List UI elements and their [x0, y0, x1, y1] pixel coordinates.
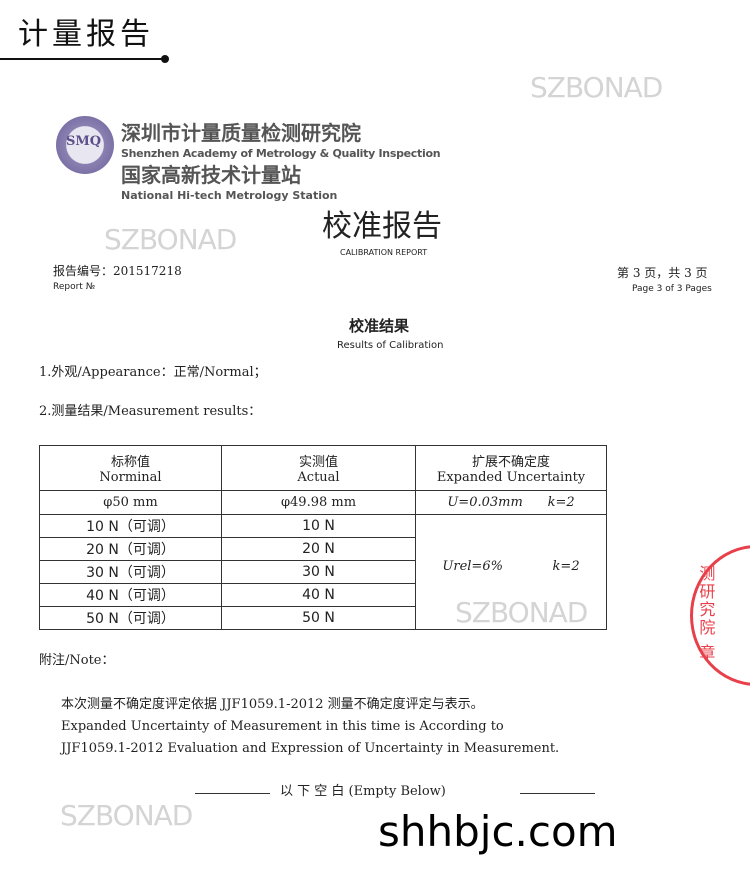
- table-row: 10 N（可调） 10 N Urel=6% k=2: [39, 514, 607, 630]
- appearance-item: 1.外观/Appearance：正常/Normal；: [39, 365, 267, 380]
- results-table: 标称值 Norminal 实测值 Actual 扩展不确定度 Expanded Unc…: [39, 445, 607, 630]
- divider: [195, 793, 270, 794]
- note-line: Expanded Uncertainty of Measurement in t…: [61, 719, 504, 734]
- watermark: SZBONAD: [60, 799, 193, 832]
- table-row: 20 N（可调） 20 N: [39, 537, 607, 561]
- watermark: SZBONAD: [530, 71, 663, 104]
- page-number-cn: 第 3 页，共 3 页: [617, 266, 708, 280]
- banner-underline: [0, 58, 165, 60]
- station-name-en: National Hi-tech Metrology Station: [121, 189, 338, 202]
- table-row: φ50 mm φ49.98 mm U=0.03mm k=2: [39, 490, 607, 515]
- note-line: JJF1059.1-2012 Evaluation and Expression…: [61, 741, 560, 756]
- smq-logo: SMQ: [56, 116, 114, 174]
- table-header-row: 标称值 Norminal 实测值 Actual 扩展不确定度 Expanded Unc…: [39, 445, 607, 491]
- report-title: 校准报告: [322, 209, 442, 244]
- header-uncertainty: 扩展不确定度 Expanded Uncertainty: [415, 445, 607, 491]
- table-row: 50 N（可调） 50 N: [39, 606, 607, 630]
- table-row: 40 N（可调） 40 N: [39, 583, 607, 607]
- watermark: SZBONAD: [104, 223, 237, 256]
- divider: [520, 793, 595, 794]
- section-title: 校准结果: [349, 317, 410, 335]
- report-number-label-en: Report №: [53, 282, 96, 292]
- section-title-en: Results of Calibration: [337, 340, 444, 351]
- site-watermark: shhbjc.com: [378, 807, 618, 856]
- header-actual: 实测值 Actual: [221, 445, 416, 491]
- note-line: 本次测量不确定度评定依据 JJF1059.1-2012 测量不确定度评定与表示。: [61, 697, 484, 712]
- banner-dot: [161, 55, 169, 63]
- force-uncertainty: Urel=6% k=2: [415, 514, 607, 630]
- report-number: 报告编号：201517218: [53, 264, 182, 278]
- report-title-en: CALIBRATION REPORT: [340, 248, 428, 257]
- org-name-cn: 深圳市计量质量检测研究院: [121, 121, 361, 145]
- org-name-en: Shenzhen Academy of Metrology & Quality …: [121, 147, 441, 160]
- measurement-item: 2.测量结果/Measurement results：: [39, 404, 262, 419]
- note-label: 附注/Note：: [39, 653, 115, 668]
- empty-below: 以 下 空 白 (Empty Below): [280, 784, 446, 799]
- header-nominal: 标称值 Norminal: [39, 445, 222, 491]
- banner-title: 计量报告: [18, 17, 154, 52]
- page-number-en: Page 3 of 3 Pages: [632, 284, 712, 294]
- stamp-lettering: 测研究院 章: [696, 565, 716, 663]
- station-name-cn: 国家高新技术计量站: [121, 163, 301, 187]
